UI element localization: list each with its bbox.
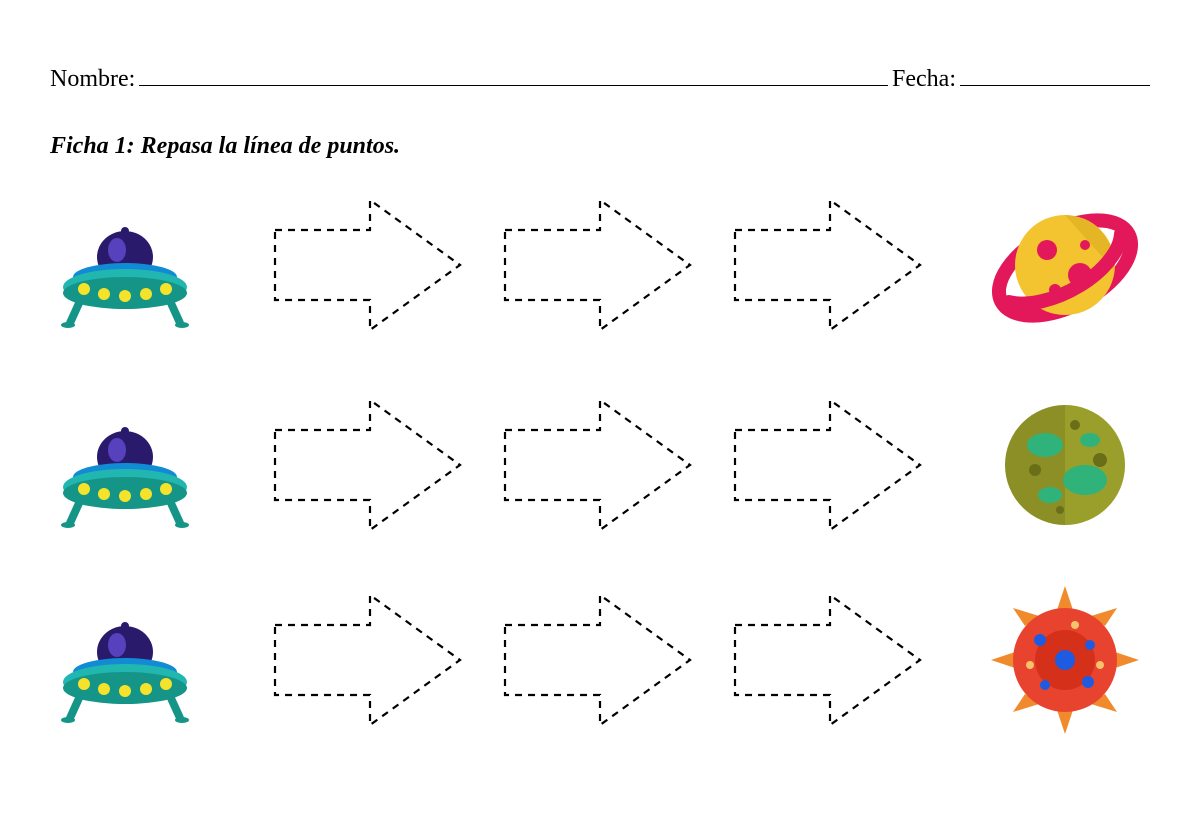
worksheet-subtitle: Ficha 1: Repasa la línea de puntos. (50, 133, 1150, 160)
tracing-arrow-icon[interactable] (495, 385, 705, 545)
planet-ringed-icon (980, 180, 1150, 350)
ufo-icon (50, 195, 220, 335)
planet-spotted-icon (980, 390, 1150, 540)
nombre-label: Nombre: (50, 66, 135, 93)
ufo-icon (50, 395, 220, 535)
tracing-arrow-icon[interactable] (265, 385, 475, 545)
header-line: Nombre: Fecha: (50, 60, 1150, 93)
planet-spiky-icon (980, 580, 1150, 740)
tracing-rows (50, 180, 1150, 740)
fecha-label: Fecha: (892, 66, 956, 93)
worksheet-page: Nombre: Fecha: Ficha 1: Repasa la línea … (0, 0, 1200, 831)
nombre-blank[interactable] (139, 60, 888, 86)
tracing-row (50, 385, 1150, 545)
tracing-row (50, 580, 1150, 740)
ufo-icon (50, 590, 220, 730)
fecha-blank[interactable] (960, 60, 1150, 86)
tracing-arrow-icon[interactable] (725, 185, 935, 345)
tracing-arrow-icon[interactable] (265, 185, 475, 345)
tracing-row (50, 180, 1150, 350)
tracing-arrow-icon[interactable] (495, 580, 705, 740)
tracing-arrow-icon[interactable] (725, 580, 935, 740)
tracing-arrow-icon[interactable] (495, 185, 705, 345)
tracing-arrow-icon[interactable] (725, 385, 935, 545)
tracing-arrow-icon[interactable] (265, 580, 475, 740)
